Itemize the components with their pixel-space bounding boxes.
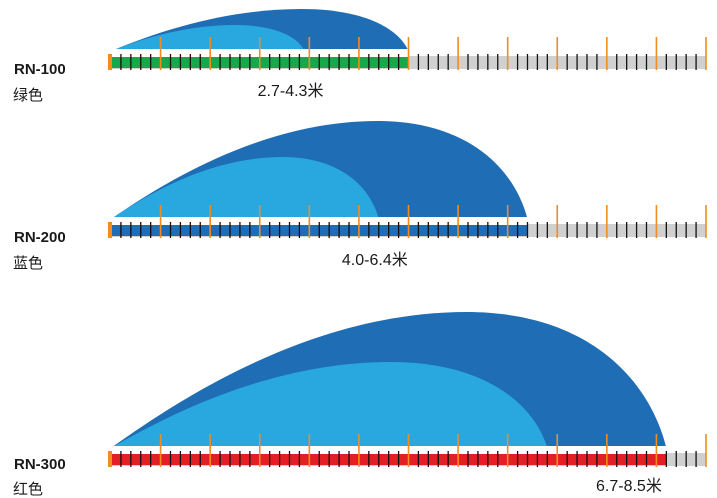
origin-marker <box>108 451 112 467</box>
spray-inner-arc <box>111 25 305 51</box>
sprinkler-row-rn-100: RN-100 绿色 2.7-4.3米 <box>13 9 707 104</box>
model-label: RN-300 <box>14 456 66 473</box>
spray-inner-arc <box>111 157 379 219</box>
color-name-label: 蓝色 <box>13 254 43 272</box>
range-label: 4.0-6.4米 <box>342 251 408 269</box>
spray-inner-arc <box>111 362 548 448</box>
sprinkler-row-rn-200: RN-200 蓝色 4.0-6.4米 <box>13 121 707 272</box>
range-label: 6.7-8.5米 <box>596 477 662 495</box>
model-label: RN-100 <box>14 61 66 78</box>
model-label: RN-200 <box>14 229 66 246</box>
origin-marker <box>108 54 112 70</box>
color-name-label: 红色 <box>13 480 43 498</box>
sprinkler-row-rn-300: RN-300 红色 6.7-8.5米 <box>13 312 707 498</box>
color-name-label: 绿色 <box>13 86 43 104</box>
range-label: 2.7-4.3米 <box>258 82 324 100</box>
spray-ground-strip <box>111 446 667 452</box>
spray-ground-strip <box>111 217 528 223</box>
origin-marker <box>108 222 112 238</box>
